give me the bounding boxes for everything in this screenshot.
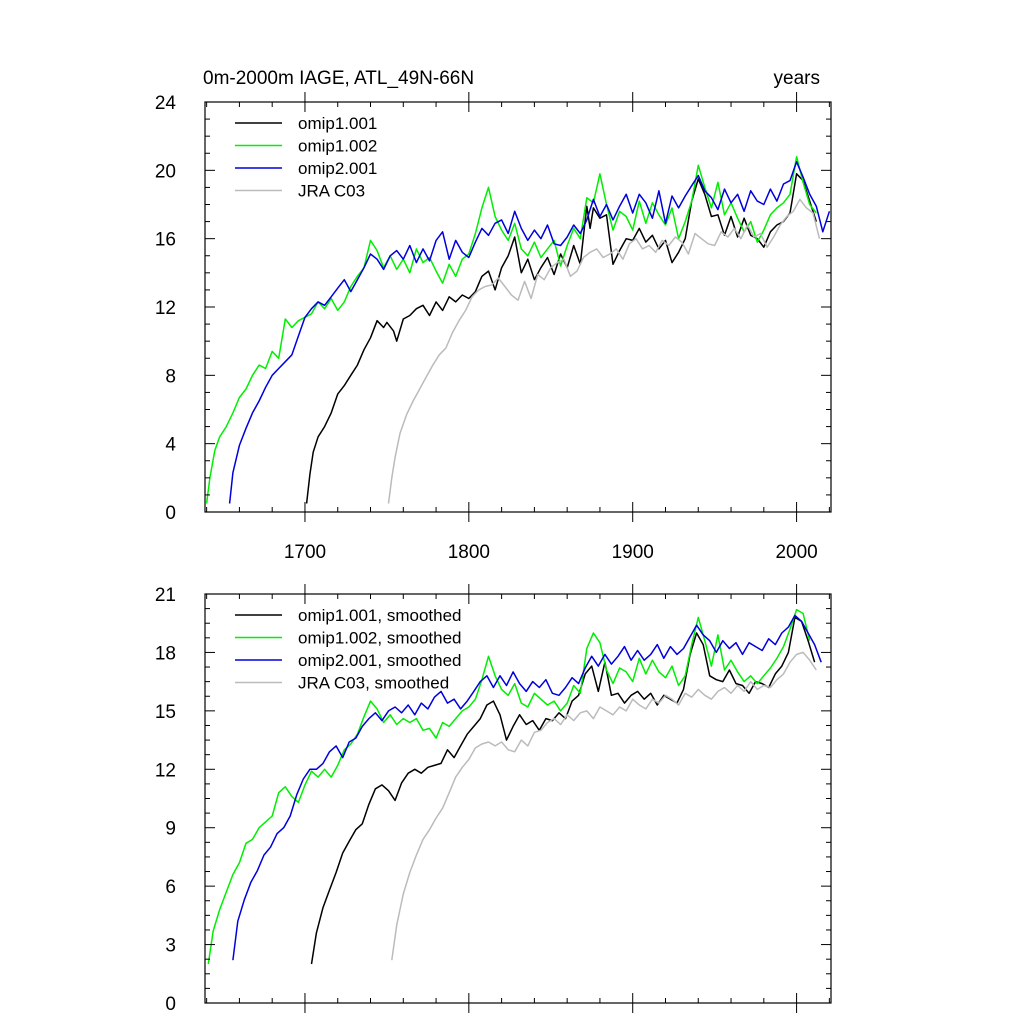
top-legend-label: JRA C03 [298,182,365,201]
top-series-omip1-002 [205,155,817,504]
bottom-legend-label: JRA C03, smoothed [298,674,449,693]
top-ytick-label: 16 [155,230,176,251]
bottom-legend-label: omip2.001, smoothed [298,651,462,670]
bottom-ytick-label: 12 [155,760,176,781]
top-ytick-label: 20 [155,161,176,182]
bottom-ytick-label: 15 [155,702,176,723]
top-xtick-label: 1700 [284,542,326,563]
bottom-ytick-label: 3 [165,936,176,957]
bottom-series-jra-c03-smoothed [391,651,817,961]
bottom-ytick-label: 18 [155,643,176,664]
units-label: years [774,68,820,89]
top-ytick-label: 24 [155,93,177,114]
bottom-ytick-label: 21 [155,585,176,606]
top-ytick-label: 0 [165,503,176,524]
bottom-series-omip1-002-smoothed [207,608,811,965]
top-legend-label: omip1.001 [298,114,377,133]
bottom-legend-label: omip1.001, smoothed [298,606,462,625]
top-ytick-label: 8 [165,366,176,387]
bottom-legend: omip1.001, smoothed omip1.002, smoothed om… [235,606,462,693]
bottom-series-group [207,608,822,965]
top-series-omip1-001 [305,173,818,504]
top-xtick-label: 1800 [448,542,490,563]
bottom-ytick-label: 6 [165,877,176,898]
chart-title: 0m-2000m IAGE, ATL_49N-66N [203,68,474,89]
top-series-jra-c03 [387,198,821,504]
top-legend: omip1.001 omip1.002 omip2.001 JRA C03 [235,114,377,201]
bottom-panel: 0 3 6 9 12 15 18 21 omip1.001, smoothed omip1.002… [155,584,832,1015]
bottom-ytick-label: 9 [165,819,176,840]
top-xtick-label: 1900 [612,542,654,563]
top-series-group [205,155,831,504]
top-ytick-label: 12 [155,298,176,319]
bottom-legend-label: omip1.002, smoothed [298,629,462,648]
top-legend-label: omip2.001 [298,159,377,178]
top-series-omip2-001 [228,161,831,504]
top-legend-label: omip1.002 [298,137,377,156]
bottom-ytick-label: 0 [165,994,176,1015]
bottom-series-omip1-001-smoothed [310,616,816,965]
bottom-series-omip2-001-smoothed [232,614,822,961]
top-xtick-label: 2000 [775,542,817,563]
top-ytick-label: 4 [165,435,176,456]
